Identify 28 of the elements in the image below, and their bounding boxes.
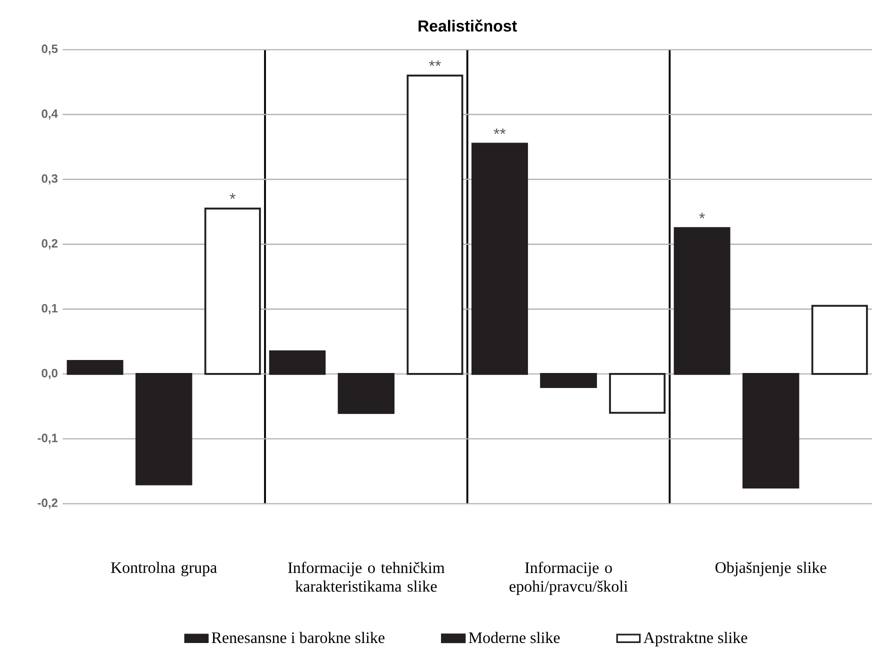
- bar: [609, 373, 666, 414]
- x-tick-label: Kontrolna grupa: [110, 562, 217, 576]
- bar: [66, 360, 124, 375]
- legend-label: Moderne slike: [468, 632, 560, 644]
- bar: [811, 304, 868, 375]
- data-label: **: [494, 128, 506, 134]
- legend-label: Apstraktne slike: [643, 632, 748, 646]
- data-label: *: [230, 193, 236, 199]
- data-label: **: [428, 60, 441, 66]
- y-tick-label: -0,2: [38, 498, 58, 509]
- bar: [204, 208, 261, 375]
- bar: [269, 350, 326, 375]
- bar: [471, 142, 528, 375]
- y-tick-label: 0,0: [42, 368, 58, 380]
- x-tick-label: Informacije o epohi/pravcu/školi: [510, 562, 628, 596]
- x-tick-label: Informacije o tehničkim karakteristikama slike: [288, 562, 445, 592]
- y-tick-label: 0,1: [42, 304, 58, 314]
- y-tick-label: 0,4: [42, 109, 58, 120]
- y-tick-label: 0,2: [42, 239, 58, 250]
- bar: [674, 227, 730, 375]
- legend-label: Renesansne i barokne slike: [212, 632, 384, 644]
- bar: [406, 74, 464, 375]
- y-tick-label: 0,5: [42, 44, 58, 55]
- x-tick-label: Objašnjenje slike: [716, 562, 826, 576]
- data-label: *: [699, 212, 705, 218]
- chart-title: Realističnost: [418, 20, 517, 32]
- y-tick-label: -0,1: [38, 434, 58, 444]
- y-tick-label: 0,3: [42, 174, 58, 185]
